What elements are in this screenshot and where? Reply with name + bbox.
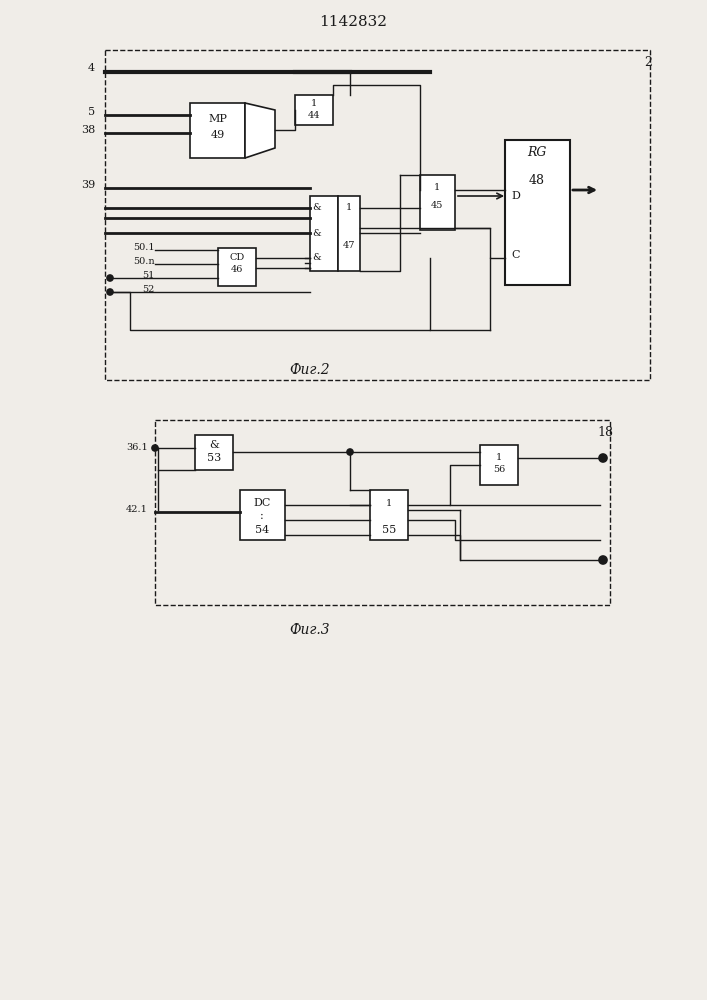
Text: 49: 49 — [211, 130, 225, 140]
Bar — [420, 175, 455, 230]
Text: 42.1: 42.1 — [126, 506, 148, 514]
Text: 54: 54 — [255, 525, 269, 535]
Text: 1142832: 1142832 — [319, 15, 387, 29]
Bar — [105, 50, 650, 380]
Bar — [195, 435, 233, 470]
Text: &: & — [312, 229, 322, 237]
Text: 46: 46 — [230, 265, 243, 274]
Text: 18: 18 — [597, 426, 613, 438]
Bar — [505, 140, 570, 285]
Text: 48: 48 — [529, 174, 545, 186]
Text: 44: 44 — [308, 110, 320, 119]
Text: 39: 39 — [81, 180, 95, 190]
Circle shape — [599, 454, 607, 462]
Text: CD: CD — [229, 253, 245, 262]
Text: 38: 38 — [81, 125, 95, 135]
Circle shape — [107, 289, 113, 295]
Text: Фиг.3: Фиг.3 — [290, 623, 330, 637]
Text: 45: 45 — [431, 200, 443, 210]
Text: 50.n: 50.n — [134, 257, 155, 266]
Text: DC: DC — [253, 498, 271, 508]
Text: 47: 47 — [343, 241, 355, 250]
Text: 1: 1 — [346, 204, 352, 213]
Bar — [240, 490, 285, 540]
Text: 50.1: 50.1 — [134, 243, 155, 252]
Text: &: & — [209, 440, 219, 450]
Text: &: & — [312, 253, 322, 262]
Circle shape — [107, 275, 113, 281]
Bar — [155, 420, 610, 605]
Text: 51: 51 — [143, 271, 155, 280]
Polygon shape — [245, 103, 275, 158]
Text: RG: RG — [527, 145, 547, 158]
Circle shape — [347, 449, 353, 455]
Text: МР: МР — [208, 114, 227, 124]
Text: 4: 4 — [88, 63, 95, 73]
Text: 1: 1 — [496, 454, 502, 462]
Text: 5: 5 — [88, 107, 95, 117]
Circle shape — [152, 445, 158, 451]
Text: 56: 56 — [493, 466, 505, 475]
Bar — [370, 490, 408, 540]
Text: 53: 53 — [207, 453, 221, 463]
Text: 1: 1 — [434, 184, 440, 192]
Bar — [338, 196, 360, 271]
Text: 1: 1 — [311, 99, 317, 107]
Bar — [295, 95, 333, 125]
Text: 1: 1 — [386, 498, 392, 508]
Text: 55: 55 — [382, 525, 396, 535]
Text: 36.1: 36.1 — [127, 442, 148, 452]
Text: D: D — [511, 191, 520, 201]
Bar — [480, 445, 518, 485]
Bar — [190, 103, 245, 158]
Bar — [218, 248, 256, 286]
Text: 52: 52 — [143, 286, 155, 294]
Bar — [310, 196, 338, 271]
Text: &: & — [312, 204, 322, 213]
Circle shape — [599, 556, 607, 564]
Text: 2: 2 — [644, 55, 652, 68]
Text: C: C — [511, 250, 520, 260]
Text: :: : — [260, 511, 264, 521]
Text: Фиг.2: Фиг.2 — [290, 363, 330, 377]
